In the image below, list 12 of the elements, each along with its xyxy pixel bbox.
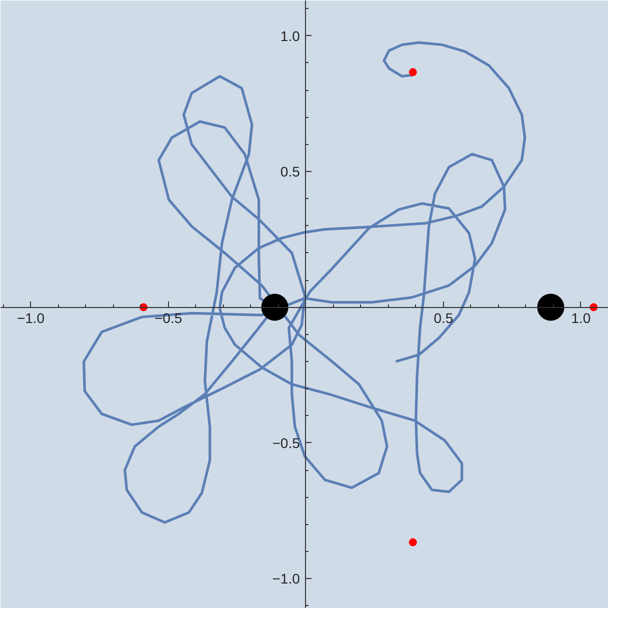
point xyxy=(537,294,564,321)
y-tick-label: −0.5 xyxy=(272,434,300,451)
line-series xyxy=(82,41,526,524)
point xyxy=(261,294,288,321)
y-tick-label: 0.5 xyxy=(280,164,300,180)
x-tick-label: −1.0 xyxy=(16,310,45,326)
point xyxy=(408,538,417,546)
point xyxy=(408,68,417,76)
x-tick-label: 0.5 xyxy=(434,310,454,326)
x-tick-label: 1.0 xyxy=(571,310,591,326)
y-tick-label: −1.0 xyxy=(272,570,300,587)
y-tick-label: 1.0 xyxy=(280,28,300,44)
